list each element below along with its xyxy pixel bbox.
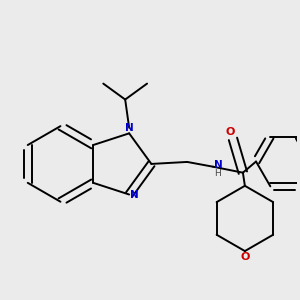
Text: O: O <box>225 128 235 137</box>
Text: N: N <box>214 160 223 170</box>
Text: N: N <box>130 190 138 200</box>
Text: O: O <box>240 252 250 262</box>
Text: H: H <box>214 169 221 178</box>
Text: N: N <box>125 123 134 133</box>
